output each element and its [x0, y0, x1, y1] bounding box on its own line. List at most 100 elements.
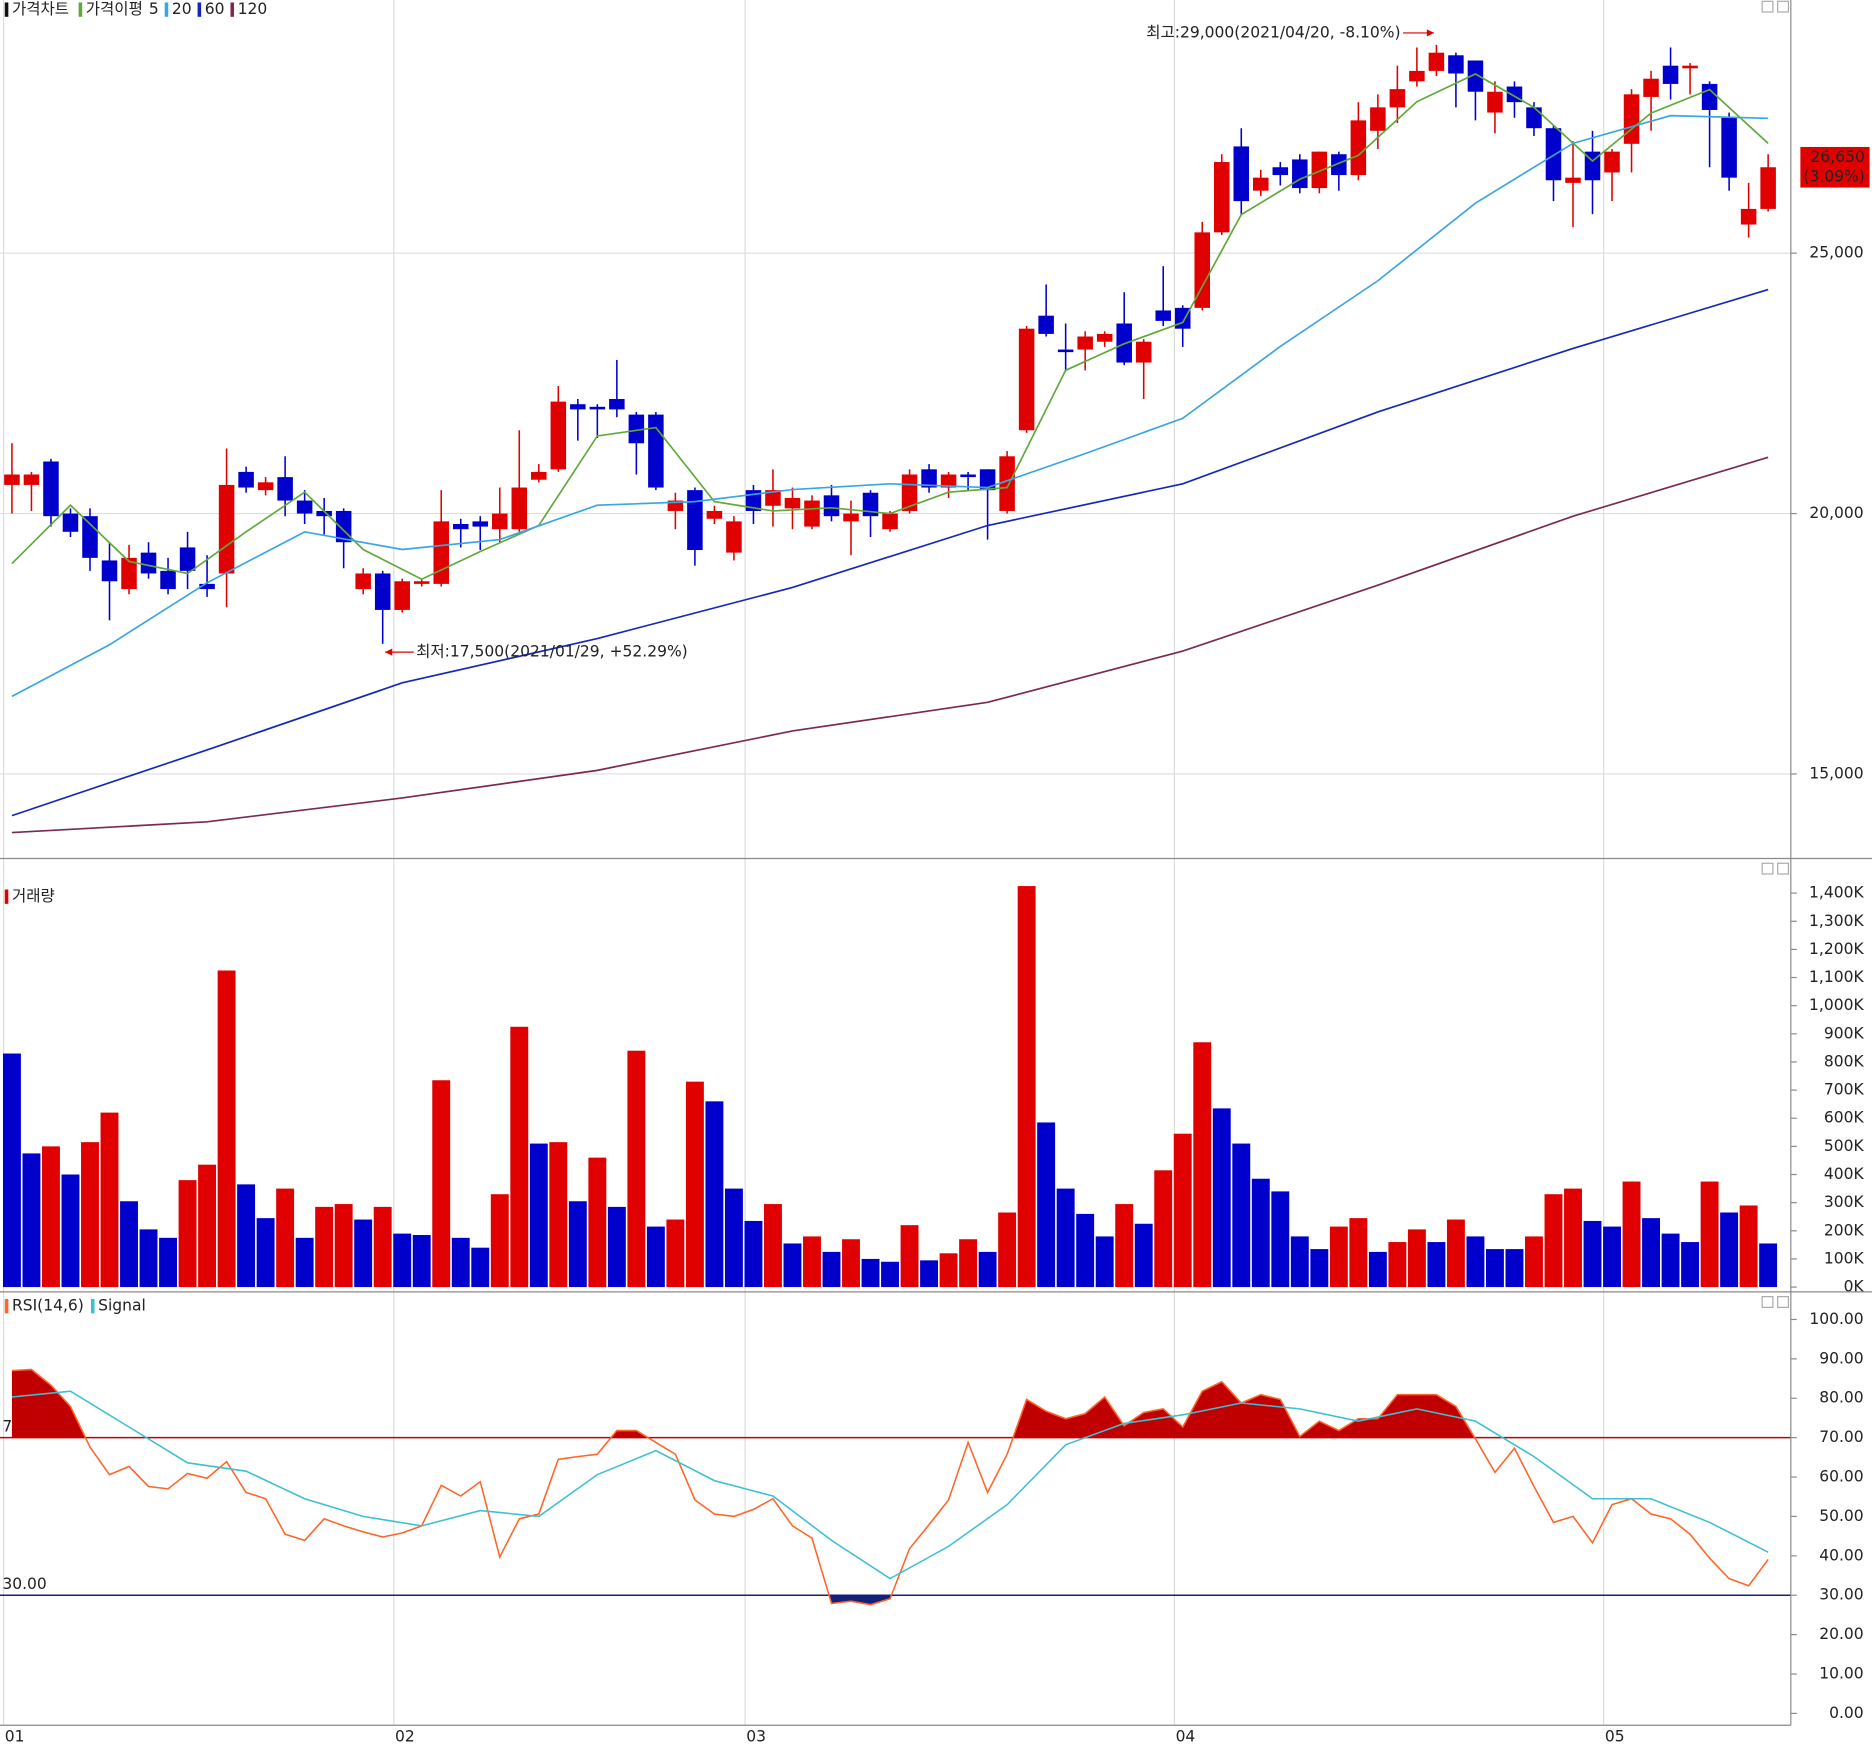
volume-bar [22, 1153, 41, 1288]
candle-body [1701, 83, 1718, 110]
candle-body [1526, 107, 1542, 129]
candle-body [1018, 328, 1035, 431]
legend-marker [4, 889, 9, 904]
candle-body [706, 510, 723, 519]
legend-label: RSI(14,6) [12, 1297, 84, 1315]
volume-bar [666, 1219, 685, 1288]
candle-body [667, 500, 684, 511]
candle-body [140, 552, 157, 574]
candle-body [199, 583, 215, 590]
y-tick-label: 70.00 [1819, 1428, 1863, 1446]
candle-body [531, 471, 547, 480]
minimize-button[interactable] [1761, 862, 1774, 875]
volume-bar [178, 1180, 197, 1288]
candle-body [940, 474, 957, 488]
volume-bar [1310, 1249, 1329, 1288]
legend-marker [164, 2, 169, 17]
candle-body [765, 490, 781, 506]
volume-bar [803, 1236, 821, 1288]
volume-bar [920, 1260, 939, 1288]
line-series [11, 1390, 1769, 1580]
candle-body [999, 456, 1015, 511]
volume-bar [1232, 1143, 1251, 1288]
last-change-label: (3.09%) [1803, 167, 1864, 185]
volume-bar [568, 1201, 587, 1288]
candle-body [1077, 336, 1093, 350]
candle-body [648, 414, 664, 488]
close-button[interactable] [1777, 0, 1790, 13]
candle-body [355, 573, 371, 590]
y-tick-label: 20,000 [1809, 504, 1863, 522]
volume-bar [471, 1247, 490, 1288]
volume-bar [1525, 1236, 1543, 1288]
candle-body [1194, 232, 1211, 308]
minimize-button[interactable] [1761, 1296, 1774, 1308]
y-tick-label: 100.00 [1809, 1310, 1863, 1328]
volume-bar [822, 1251, 841, 1288]
y-tick-label: 0.00 [1829, 1704, 1864, 1722]
candle-body [1448, 55, 1464, 74]
y-tick-label: 900K [1824, 1024, 1865, 1042]
last-price-label: 26,650 [1811, 148, 1865, 166]
volume-bar [549, 1142, 568, 1288]
volume-bar [276, 1188, 295, 1288]
volume-bar [1076, 1213, 1095, 1288]
y-tick-label: 1,000K [1809, 996, 1864, 1014]
volume-bar [1329, 1226, 1348, 1288]
legend-label: 거래량 [12, 887, 55, 905]
y-tick-label: 0K [1844, 1278, 1865, 1296]
volume-bar [1700, 1181, 1719, 1288]
candle-body [1467, 60, 1484, 92]
candle-body [316, 510, 332, 517]
volume-bar [315, 1206, 334, 1288]
y-tick-label: 50.00 [1819, 1507, 1863, 1525]
legend-label: 5 [149, 0, 159, 18]
candle-body [862, 492, 879, 517]
candle-body [1155, 310, 1171, 321]
candle-body [1135, 341, 1152, 363]
panel-buttons [1761, 0, 1790, 1308]
legend-marker [90, 1299, 95, 1314]
volume-bar [354, 1219, 373, 1288]
candle-body [1623, 94, 1640, 144]
candle-body [121, 557, 137, 590]
volume-bar [432, 1080, 451, 1288]
volume-bar [1407, 1229, 1426, 1288]
volume-bar [1193, 1042, 1212, 1288]
candle-body [394, 581, 410, 610]
line-series [11, 114, 1769, 698]
legend-label: 가격이평 [86, 0, 143, 18]
legend-marker [4, 1299, 9, 1314]
candle-body [1604, 151, 1620, 173]
candle-body [1214, 162, 1230, 233]
y-tick-label: 1,100K [1809, 968, 1864, 986]
volume-bar [139, 1229, 158, 1288]
candle-body [1311, 151, 1328, 189]
volume-bar [42, 1146, 60, 1288]
close-button[interactable] [1777, 1296, 1790, 1308]
candle-body [1370, 107, 1386, 131]
volume-bar [1564, 1188, 1582, 1288]
volume-bar [2, 1053, 21, 1288]
close-button[interactable] [1777, 862, 1790, 875]
x-tick-label: 03 [746, 1728, 766, 1746]
volume-bar [81, 1142, 99, 1288]
volume-bar [237, 1184, 256, 1288]
candle-body [1272, 167, 1289, 176]
volume-bar [724, 1188, 743, 1288]
volume-bar [1368, 1251, 1387, 1288]
legend-marker [230, 2, 235, 17]
candle-body [726, 521, 742, 553]
volume-bar [334, 1204, 353, 1288]
volume-bar [61, 1174, 80, 1288]
candle-body [433, 521, 449, 584]
volume-bar [1154, 1170, 1173, 1288]
candle-body [843, 513, 859, 522]
volume-bar [490, 1194, 509, 1288]
candle-body [1096, 333, 1113, 342]
candle-body [492, 513, 508, 530]
legend-marker [197, 2, 202, 17]
minimize-button[interactable] [1761, 0, 1774, 13]
